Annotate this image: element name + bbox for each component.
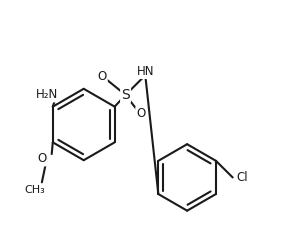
Text: O: O — [136, 107, 145, 121]
Text: Cl: Cl — [237, 171, 248, 184]
Text: CH₃: CH₃ — [24, 185, 45, 195]
Text: H₂N: H₂N — [36, 88, 58, 101]
Text: S: S — [121, 88, 130, 102]
Text: O: O — [38, 152, 47, 166]
Text: O: O — [98, 70, 107, 83]
Text: HN: HN — [137, 65, 154, 78]
